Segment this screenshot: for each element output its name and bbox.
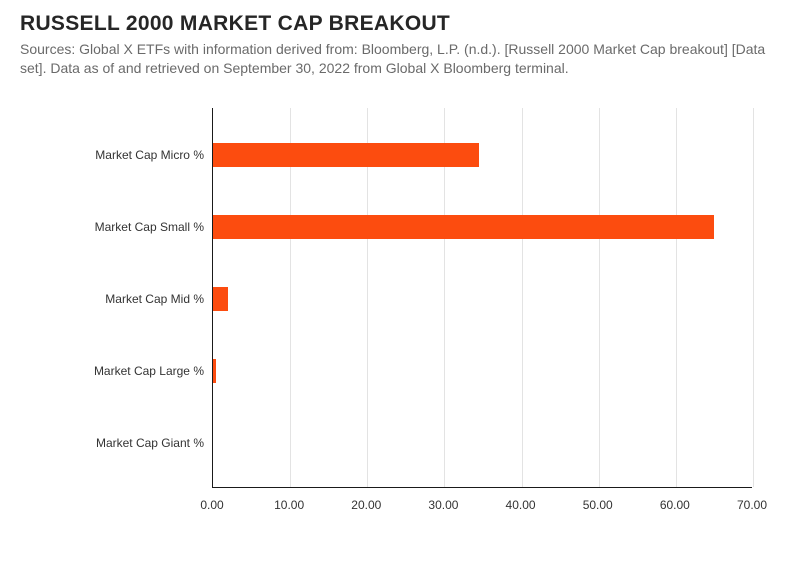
category-label: Market Cap Small % xyxy=(20,220,204,234)
gridline xyxy=(753,108,754,487)
x-tick-label: 0.00 xyxy=(200,498,223,512)
x-tick-label: 70.00 xyxy=(737,498,767,512)
chart-title: RUSSELL 2000 MARKET CAP BREAKOUT xyxy=(20,12,781,36)
category-label: Market Cap Micro % xyxy=(20,148,204,162)
x-tick-label: 20.00 xyxy=(351,498,381,512)
category-label: Market Cap Mid % xyxy=(20,292,204,306)
plot-area xyxy=(212,108,752,488)
bar xyxy=(213,143,479,167)
chart-area: Market Cap Micro % Market Cap Small % Mark… xyxy=(20,108,781,538)
gridline xyxy=(522,108,523,487)
bar xyxy=(213,287,228,311)
x-tick-label: 60.00 xyxy=(660,498,690,512)
gridline xyxy=(676,108,677,487)
category-label: Market Cap Large % xyxy=(20,364,204,378)
bar xyxy=(213,359,216,383)
x-tick-label: 10.00 xyxy=(274,498,304,512)
gridline xyxy=(599,108,600,487)
category-label: Market Cap Giant % xyxy=(20,436,204,450)
bar xyxy=(213,215,714,239)
x-tick-label: 50.00 xyxy=(583,498,613,512)
chart-subtitle: Sources: Global X ETFs with information … xyxy=(20,40,780,78)
x-tick-label: 30.00 xyxy=(428,498,458,512)
x-tick-label: 40.00 xyxy=(506,498,536,512)
